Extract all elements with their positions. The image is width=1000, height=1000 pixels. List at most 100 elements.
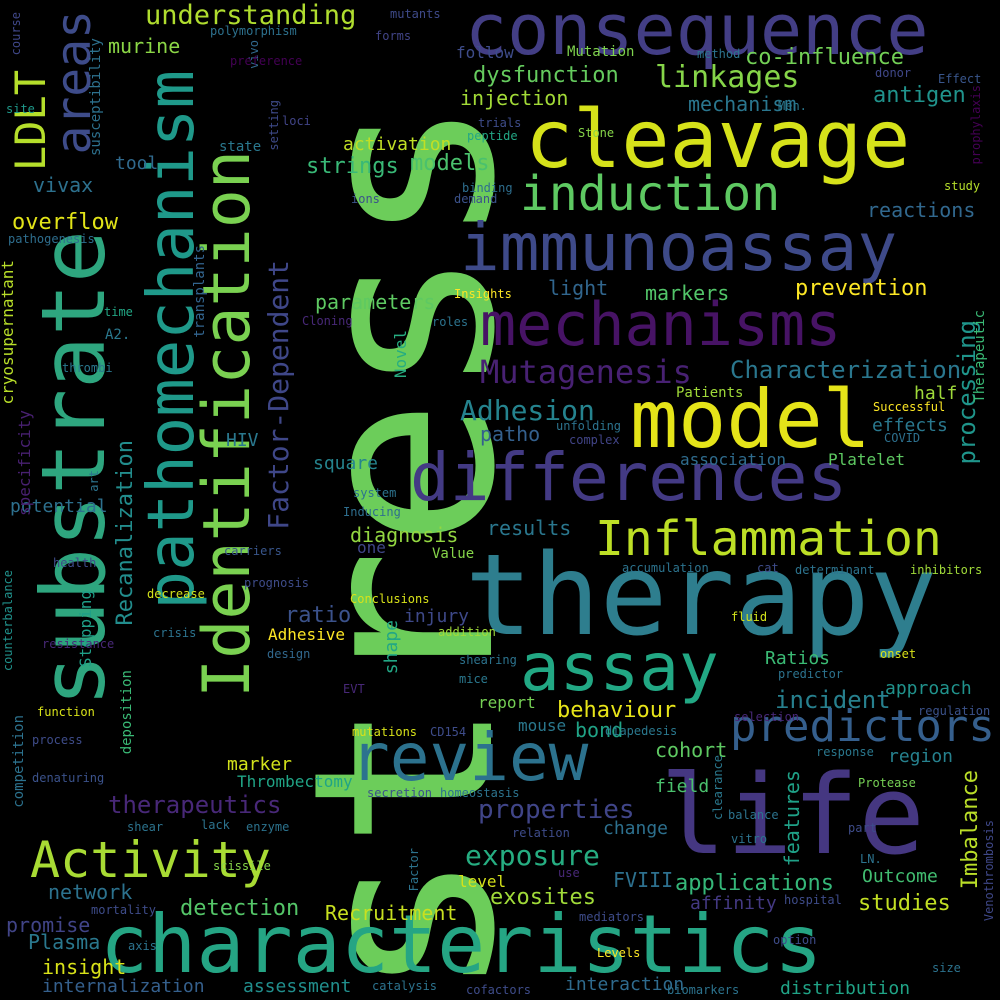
word-cloud-word: scissile xyxy=(213,859,271,873)
word-cloud-word: cohort xyxy=(655,738,728,762)
word-cloud-word: assay xyxy=(520,629,719,706)
word-cloud-word: internalization xyxy=(42,976,205,997)
word-cloud-word: FVIII xyxy=(613,868,674,892)
word-cloud-word: shearing xyxy=(459,653,517,667)
word-cloud-word: onset xyxy=(880,647,917,661)
word-cloud-word: ions xyxy=(351,192,380,206)
word-cloud-word: course xyxy=(9,12,23,56)
word-cloud-word: linkages xyxy=(655,60,800,95)
word-cloud-word: effects xyxy=(872,415,948,436)
word-cloud-word: option xyxy=(773,933,817,947)
word-cloud-word: design xyxy=(267,647,311,661)
word-cloud-word: donor xyxy=(875,66,912,80)
word-cloud-word: differences xyxy=(410,439,848,516)
word-cloud-word: mediators xyxy=(579,910,645,924)
word-cloud-word: accumulation xyxy=(622,561,709,575)
word-cloud-word: pathogenesis xyxy=(8,232,95,246)
word-cloud-word: decrease xyxy=(147,587,205,601)
word-cloud-word: ratio xyxy=(285,603,352,628)
word-cloud-word: patho xyxy=(480,422,541,446)
word-cloud-word: model xyxy=(630,373,871,466)
word-cloud-word: complex xyxy=(569,433,620,447)
word-cloud-word: incident xyxy=(775,686,891,714)
word-cloud-word: change xyxy=(603,818,669,839)
word-cloud-word: counterbalance xyxy=(1,570,15,672)
word-cloud-word: use xyxy=(558,866,580,880)
word-cloud-word: setting xyxy=(267,100,281,151)
word-cloud-word: demand xyxy=(454,192,498,206)
word-cloud-word: Inflammation xyxy=(595,511,942,567)
word-cloud-word: hospital xyxy=(784,893,842,907)
word-cloud-word: selection xyxy=(734,710,800,724)
word-cloud-word: health xyxy=(53,556,97,570)
word-cloud-word: cat xyxy=(757,561,779,575)
word-cloud-word: polymorphism xyxy=(210,24,297,38)
word-cloud-word: prevention xyxy=(795,276,928,301)
word-cloud-word: affinity xyxy=(690,893,777,914)
word-cloud-word: Cloning xyxy=(302,314,353,328)
word-cloud-word: injury xyxy=(404,606,470,627)
word-cloud-word: co-influence xyxy=(745,45,904,70)
word-cloud-word: Outcome xyxy=(862,866,938,887)
word-cloud-word: function xyxy=(37,705,95,719)
word-cloud-word: light xyxy=(548,276,609,300)
word-cloud-word: predictor xyxy=(778,667,844,681)
word-cloud-word: induction xyxy=(520,166,781,222)
word-cloud-word: distribution xyxy=(780,978,911,999)
word-cloud-word: CD154 xyxy=(430,725,467,739)
word-cloud-word: overflow xyxy=(12,210,118,235)
word-cloud-word: HIV xyxy=(226,430,259,451)
word-cloud-word: mice xyxy=(459,672,488,686)
word-cloud-word: Successful xyxy=(873,400,946,414)
word-cloud-word: regulation xyxy=(918,704,991,718)
word-cloud-word: resistance xyxy=(42,637,115,651)
word-cloud-word: Imbalance xyxy=(958,770,983,890)
word-cloud-word: Levels xyxy=(597,946,641,960)
word-cloud-word: Conclusions xyxy=(350,592,430,606)
word-cloud-word: thrombi xyxy=(62,361,113,375)
word-cloud-word: Platelet xyxy=(828,450,906,469)
word-cloud-word: substrate xyxy=(22,230,125,707)
word-cloud-word: Therapeutic xyxy=(972,310,988,403)
word-cloud-word: Factor xyxy=(407,848,421,892)
word-cloud-word: state xyxy=(219,139,262,155)
word-cloud-word: system xyxy=(353,486,397,500)
word-cloud-word: Adhesion xyxy=(460,394,595,427)
word-cloud-word: models xyxy=(410,151,490,176)
word-cloud-word: Recruitment xyxy=(325,901,458,925)
word-cloud-word: characteristics xyxy=(100,898,823,991)
word-cloud-word: Recanalization xyxy=(113,440,138,626)
word-cloud-word: forms xyxy=(375,29,412,43)
word-cloud-word: relation xyxy=(512,826,570,840)
word-cloud-word: binding xyxy=(462,181,513,195)
word-cloud-word: Characterization xyxy=(730,356,962,384)
word-cloud-word: Mutation xyxy=(567,44,635,60)
word-cloud-word: approach xyxy=(885,678,972,699)
word-cloud-word: interaction xyxy=(565,974,685,995)
word-cloud-word: immunoassay xyxy=(460,209,898,286)
word-cloud-word: Patients xyxy=(676,385,744,401)
word-cloud-word: features xyxy=(780,770,804,867)
word-cloud-word: addition xyxy=(438,625,496,639)
word-cloud-word: carriers xyxy=(224,544,282,558)
word-cloud-word: study xyxy=(944,179,981,193)
word-cloud-word: injection xyxy=(460,86,569,110)
word-cloud-word: marker xyxy=(227,754,293,775)
word-cloud-word: exposure xyxy=(465,839,600,872)
word-cloud-word: process xyxy=(32,733,83,747)
word-cloud-word: preference xyxy=(230,54,303,68)
word-cloud-word: bond xyxy=(575,718,624,742)
word-cloud-word: cleavage xyxy=(525,93,911,186)
word-cloud-word: shear xyxy=(127,820,164,834)
word-cloud-word: transplants xyxy=(192,245,208,338)
word-cloud-word: Novel xyxy=(391,330,410,379)
word-cloud-word: prophylaxis xyxy=(969,85,983,165)
word-cloud-word: unfolding xyxy=(556,419,622,433)
word-cloud-word: crisis xyxy=(153,626,197,640)
word-cloud-word: method xyxy=(697,47,741,61)
word-cloud-word: Activity xyxy=(30,831,271,889)
word-cloud-word: response xyxy=(816,745,874,759)
word-cloud-word: review xyxy=(350,719,589,796)
word-cloud-word: region xyxy=(888,746,954,767)
